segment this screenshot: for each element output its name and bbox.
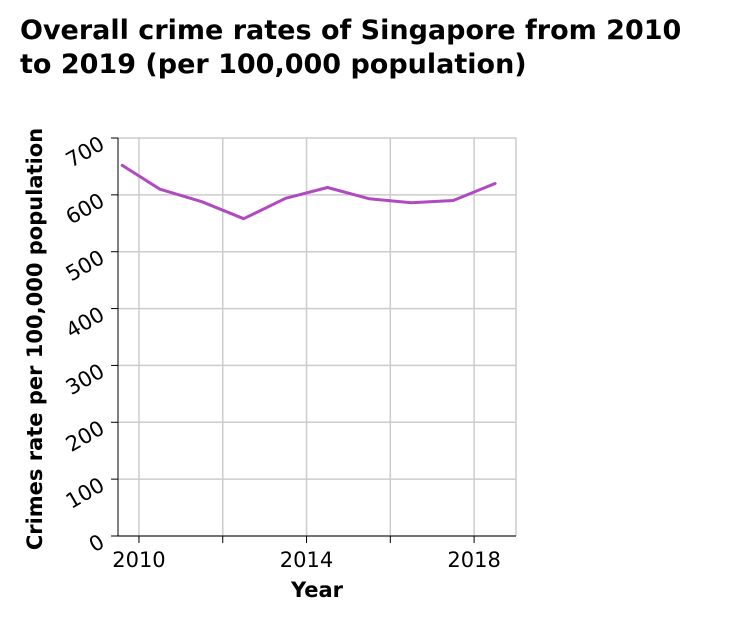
x-tick-label: 2018 [447,548,500,572]
y-tick-label: 400 [62,302,109,343]
x-tick-label: 2014 [280,548,333,572]
grid [118,137,517,537]
y-tick-label: 0 [85,530,109,557]
y-axis-ticks: 0 100 200 300 400 500 600 700 [62,132,118,557]
series-layer [120,163,497,221]
x-tick-label: 2010 [112,548,165,572]
x-axis-ticks: 2010 2014 2018 [112,536,501,572]
y-tick-label: 300 [62,359,109,400]
x-axis-title: Year [290,578,344,602]
y-tick-label: 100 [62,473,109,514]
y-axis-title: Crimes rate per 100,000 population [23,128,47,550]
y-tick-label: 600 [62,188,109,229]
y-tick-label: 200 [62,416,109,457]
series-line [120,163,497,221]
y-tick-label: 500 [62,245,109,286]
y-tick-label: 700 [62,132,109,173]
chart-title: Overall crime rates of Singapore from 20… [20,15,682,80]
axes [117,138,516,537]
